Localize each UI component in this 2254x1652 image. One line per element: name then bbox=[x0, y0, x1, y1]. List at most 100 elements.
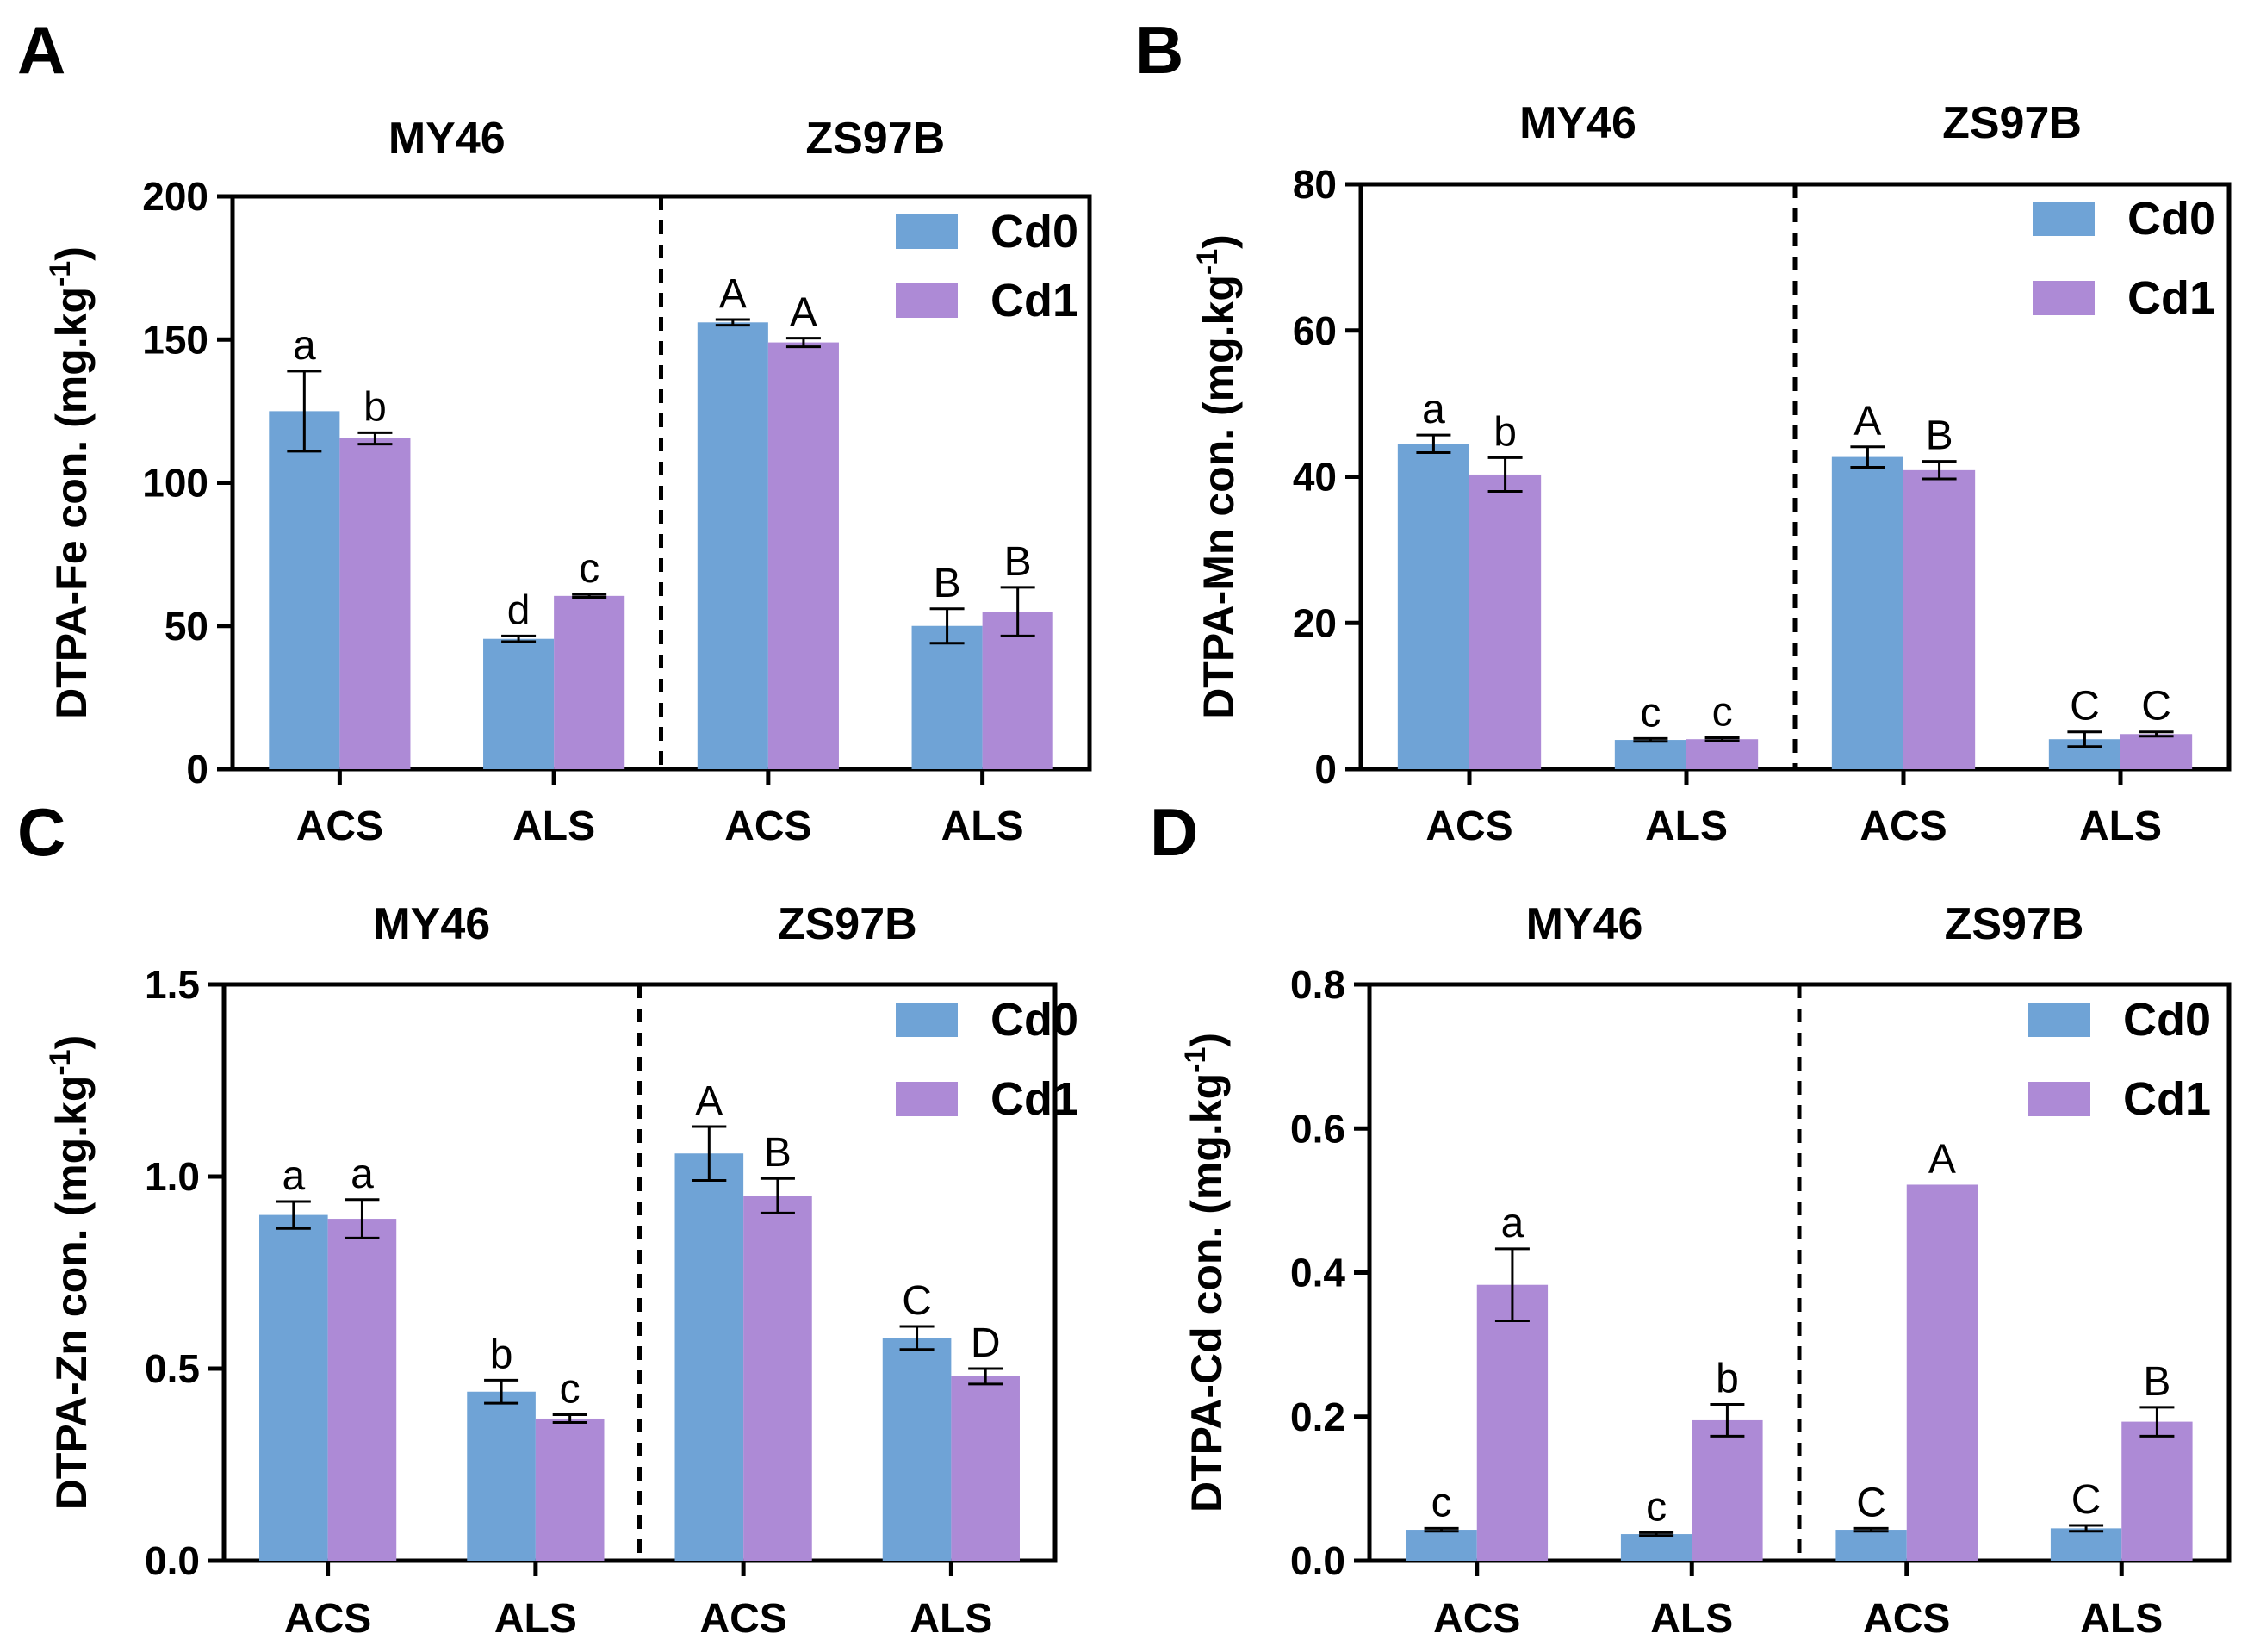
legend-swatch-cd0 bbox=[2028, 1003, 2090, 1037]
significance-label: b bbox=[1493, 409, 1517, 455]
bar-cd1 bbox=[982, 612, 1053, 769]
y-tick-label: 60 bbox=[1293, 308, 1337, 353]
bar-cd1 bbox=[1476, 1284, 1549, 1561]
bar-cd1 bbox=[767, 342, 839, 769]
x-category-label: ACS bbox=[296, 804, 383, 849]
group-title: ZS97B bbox=[805, 114, 945, 164]
bar-cd0 bbox=[1831, 456, 1903, 769]
significance-label: C bbox=[2141, 684, 2171, 730]
significance-label: B bbox=[1926, 413, 1953, 459]
y-tick-label: 1.5 bbox=[145, 962, 200, 1007]
y-tick-label: 0.8 bbox=[1290, 962, 1345, 1007]
significance-label: B bbox=[2143, 1359, 2170, 1405]
significance-label: a bbox=[1422, 387, 1445, 432]
x-category-label: ALS bbox=[2080, 1596, 2163, 1642]
legend-swatch-cd0 bbox=[896, 1003, 958, 1037]
y-tick-label: 0.0 bbox=[1290, 1538, 1345, 1583]
significance-label: A bbox=[790, 290, 817, 336]
y-tick-label: 80 bbox=[1293, 162, 1337, 207]
significance-label: a bbox=[351, 1152, 374, 1197]
y-tick-label: 0.5 bbox=[145, 1346, 200, 1391]
panel-letter: D bbox=[1150, 794, 1198, 870]
bar-cd0 bbox=[483, 638, 555, 769]
bar-cd1 bbox=[1906, 1184, 1978, 1561]
significance-label: D bbox=[971, 1320, 1001, 1366]
bar-cd0 bbox=[1614, 740, 1686, 769]
y-tick-label: 0.6 bbox=[1290, 1106, 1345, 1151]
x-category-label: ALS bbox=[1645, 804, 1728, 849]
y-tick-label: 0 bbox=[1314, 747, 1337, 792]
significance-label: A bbox=[719, 271, 747, 317]
y-tick-label: 200 bbox=[142, 174, 208, 219]
significance-label: c bbox=[1431, 1480, 1452, 1525]
legend-label: Cd1 bbox=[990, 1073, 1078, 1125]
y-axis-label: DTPA-Mn con. (mg.kg-1) bbox=[1191, 234, 1243, 719]
group-title: ZS97B bbox=[778, 899, 917, 949]
significance-label: a bbox=[1501, 1201, 1524, 1246]
x-category-label: ACS bbox=[284, 1596, 371, 1642]
x-category-label: ALS bbox=[2079, 804, 2162, 849]
significance-label: b bbox=[1716, 1357, 1739, 1402]
y-axis-label: DTPA-Fe con. (mg.kg-1) bbox=[44, 246, 96, 719]
significance-label: C bbox=[902, 1278, 932, 1324]
y-tick-label: 0.0 bbox=[145, 1538, 200, 1583]
group-title: MY46 bbox=[388, 114, 506, 164]
legend-label: Cd0 bbox=[990, 994, 1078, 1046]
significance-label: B bbox=[764, 1130, 792, 1176]
bar-cd1 bbox=[2121, 1421, 2193, 1561]
bar-cd1 bbox=[2120, 734, 2193, 769]
bar-cd1 bbox=[1903, 469, 1976, 769]
panel-C: C 0.0 0.5 1.0 1.5 DTPA-Zn con. (mg.kg-1) MY46 Z… bbox=[17, 794, 1078, 1642]
bar-cd0 bbox=[1406, 1530, 1477, 1561]
significance-label: c bbox=[1646, 1484, 1667, 1530]
panel-D: D 0.0 0.2 0.4 0.6 0.8 DTPA-Cd con. (mg.kg-1) MY… bbox=[1150, 794, 2232, 1642]
bar-cd0 bbox=[1620, 1534, 1692, 1561]
y-tick-label: 0 bbox=[186, 747, 208, 792]
y-axis-label: DTPA-Cd con. (mg.kg-1) bbox=[1179, 1033, 1231, 1512]
significance-label: A bbox=[1853, 399, 1881, 444]
x-category-label: ALS bbox=[494, 1596, 577, 1642]
legend-label: Cd0 bbox=[2123, 994, 2211, 1046]
x-category-label: ACS bbox=[724, 804, 811, 849]
y-tick-label: 20 bbox=[1293, 600, 1337, 645]
y-axis-label: DTPA-Zn con. (mg.kg-1) bbox=[44, 1035, 96, 1510]
bar-cd0 bbox=[674, 1153, 744, 1561]
panel-letter: B bbox=[1135, 12, 1183, 88]
x-category-label: ACS bbox=[699, 1596, 786, 1642]
group-title: MY46 bbox=[1526, 899, 1643, 949]
legend-swatch-cd1 bbox=[2028, 1082, 2090, 1116]
bar-cd1 bbox=[554, 595, 625, 769]
significance-label: a bbox=[293, 323, 316, 369]
y-tick-label: 0.2 bbox=[1290, 1394, 1345, 1439]
panel-letter: A bbox=[17, 12, 65, 88]
bar-cd0 bbox=[1835, 1530, 1907, 1561]
y-tick-label: 0.4 bbox=[1290, 1251, 1345, 1295]
significance-label: c bbox=[1640, 690, 1661, 736]
legend-label: Cd0 bbox=[990, 206, 1078, 258]
significance-label: c bbox=[1712, 690, 1733, 736]
legend-label: Cd1 bbox=[2123, 1073, 2211, 1125]
y-tick-label: 1.0 bbox=[145, 1154, 200, 1199]
significance-label: B bbox=[934, 561, 961, 606]
x-category-label: ALS bbox=[941, 804, 1024, 849]
bar-cd1 bbox=[743, 1196, 812, 1561]
panel-A: A 0 50 100 150 200 DTPA-Fe con. (mg.kg-1) MY46 Z… bbox=[17, 12, 1092, 849]
bar-cd0 bbox=[882, 1338, 952, 1561]
significance-label: c bbox=[560, 1367, 581, 1413]
bar-cd1 bbox=[339, 438, 411, 769]
significance-label: C bbox=[2071, 1477, 2102, 1523]
bar-cd1 bbox=[1469, 474, 1542, 769]
legend-label: Cd1 bbox=[2127, 272, 2215, 324]
legend-label: Cd0 bbox=[2127, 193, 2215, 245]
significance-label: c bbox=[579, 546, 599, 592]
significance-label: b bbox=[363, 384, 387, 430]
y-tick-label: 100 bbox=[142, 461, 208, 506]
legend-swatch-cd1 bbox=[896, 283, 958, 318]
bar-cd0 bbox=[2050, 1528, 2122, 1561]
x-category-label: ALS bbox=[1650, 1596, 1733, 1642]
significance-label: C bbox=[2070, 684, 2100, 730]
panel-letter: C bbox=[17, 794, 65, 870]
bar-cd0 bbox=[269, 411, 340, 769]
legend-swatch-cd1 bbox=[2033, 281, 2095, 315]
